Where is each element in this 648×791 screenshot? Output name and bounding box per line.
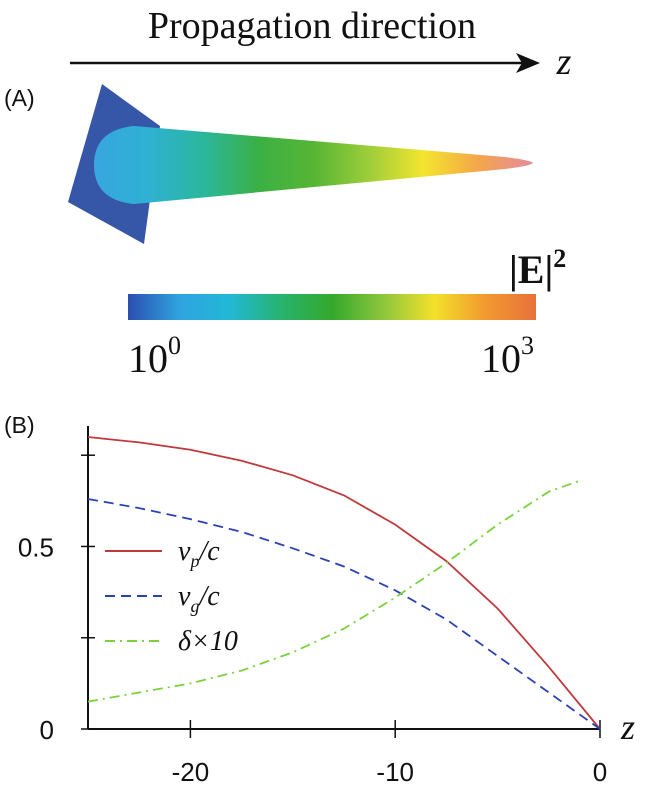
panel-a: Propagation direction z (A) |E|2 100 103 bbox=[4, 5, 572, 381]
x-tick-label-0: -20 bbox=[172, 757, 210, 787]
chart-axes: 00.5-20 -10 0z bbox=[18, 426, 635, 787]
waveguide-taper bbox=[94, 126, 533, 204]
legend-label-tail-0: /c bbox=[197, 536, 220, 567]
colorbar-quantity-symbol: |E| bbox=[509, 247, 553, 292]
panel-b: (B) 00.5-20 -10 0z vp/cvg/cδ×10 bbox=[4, 412, 635, 787]
series-line-1 bbox=[87, 498, 601, 730]
x-tick-label-2: 0 bbox=[593, 757, 607, 787]
legend-label-2: δ×10 bbox=[178, 626, 238, 657]
chart-series bbox=[87, 436, 601, 730]
legend-label-sub-1: g bbox=[190, 596, 199, 616]
legend-label-sub-0: p bbox=[188, 551, 199, 571]
legend-label-1: vg/c bbox=[178, 581, 220, 616]
x-tick-label-1: -10 bbox=[376, 757, 414, 787]
y-tick-label-1: 0.5 bbox=[18, 532, 54, 562]
panel-b-label: (B) bbox=[4, 412, 35, 438]
legend-label-main-2: δ×10 bbox=[178, 626, 238, 657]
colorbar: |E|2 100 103 bbox=[128, 244, 566, 381]
colorbar-max-label: 103 bbox=[481, 331, 534, 381]
legend-label-tail-1: /c bbox=[197, 581, 220, 612]
propagation-direction-title: Propagation direction bbox=[148, 5, 476, 47]
colorbar-min-base: 10 bbox=[128, 336, 168, 381]
axis-symbol-z-top: z bbox=[556, 41, 572, 83]
colorbar-quantity: |E|2 bbox=[509, 244, 566, 292]
colorbar-max-exp: 3 bbox=[521, 331, 534, 360]
colorbar-quantity-exponent: 2 bbox=[553, 244, 566, 273]
colorbar-max-base: 10 bbox=[481, 336, 521, 381]
legend-label-0: vp/c bbox=[178, 536, 220, 571]
panel-a-label: (A) bbox=[4, 85, 35, 111]
propagation-arrow-head bbox=[516, 53, 540, 73]
propagation-arrow bbox=[70, 53, 540, 73]
colorbar-min-label: 100 bbox=[128, 331, 181, 381]
tapered-waveguide bbox=[68, 84, 533, 244]
legend-label-main-1: v bbox=[178, 581, 191, 612]
series-line-2 bbox=[87, 479, 580, 703]
colorbar-min-exp: 0 bbox=[168, 331, 181, 360]
legend-label-main-0: v bbox=[178, 536, 191, 567]
series-line-0 bbox=[87, 436, 601, 730]
x-axis-label: z bbox=[620, 707, 635, 747]
y-tick-label-0: 0 bbox=[40, 715, 54, 745]
chart-legend: vp/cvg/cδ×10 bbox=[105, 536, 238, 657]
colorbar-gradient bbox=[128, 294, 536, 320]
